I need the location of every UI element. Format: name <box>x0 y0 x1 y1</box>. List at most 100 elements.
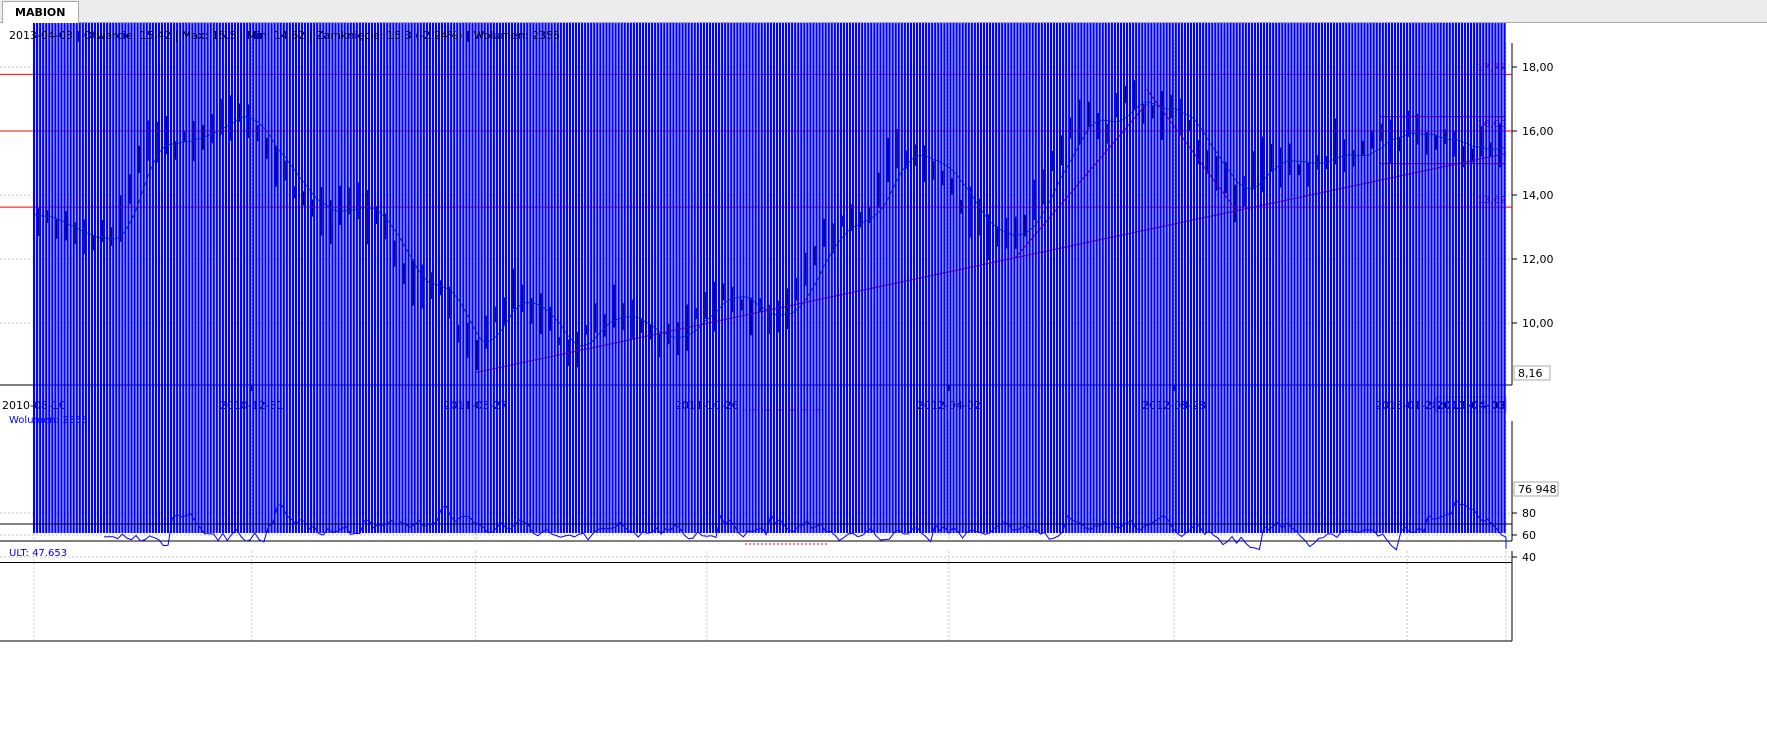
volume-bar <box>1387 23 1390 533</box>
volume-bar <box>1445 23 1448 533</box>
volume-bar <box>620 23 623 534</box>
volume-bar <box>243 23 246 533</box>
volume-bar <box>617 23 620 533</box>
volume-bar <box>319 23 322 533</box>
volume-bar <box>380 23 383 533</box>
volume-bar <box>1046 23 1050 533</box>
volume-bar <box>212 23 215 533</box>
volume-bar <box>605 23 608 533</box>
volume-bar <box>1427 23 1430 533</box>
volume-bar <box>788 23 791 533</box>
volume-bar <box>867 23 870 533</box>
volume-bar <box>949 23 952 533</box>
volume-bar <box>316 23 319 533</box>
volume-bar <box>1384 23 1387 533</box>
volume-bar <box>285 23 288 533</box>
volume-bar <box>1065 23 1068 533</box>
volume-bar <box>364 23 368 533</box>
volume-bar <box>1375 23 1378 533</box>
volume-bar <box>705 23 709 533</box>
volume-bar <box>440 23 444 534</box>
volume-bar <box>638 23 642 533</box>
volume-bar <box>310 23 313 533</box>
volume-bar <box>590 23 593 533</box>
volume-bar <box>179 23 182 533</box>
volume-bar <box>1293 23 1296 533</box>
volume-bar <box>781 23 785 533</box>
volume-bar <box>273 23 276 534</box>
volume-current-box <box>1513 481 1559 497</box>
volume-bar <box>690 23 693 533</box>
volume-bar <box>1345 23 1348 533</box>
volume-bar <box>1296 23 1299 533</box>
volume-bar <box>1314 23 1317 533</box>
volume-bar <box>1214 23 1217 533</box>
volume-bar <box>1366 23 1369 533</box>
volume-bar <box>1104 23 1107 533</box>
volume-bar <box>1208 23 1211 533</box>
volume-bar <box>1281 23 1284 533</box>
volume-bar <box>909 23 913 533</box>
volume-bar <box>279 23 282 533</box>
volume-bar <box>139 23 142 533</box>
volume-bar <box>1329 23 1333 533</box>
volume-bar <box>724 23 727 533</box>
volume-bar <box>54 23 57 533</box>
volume-bar <box>300 23 304 533</box>
volume-bar <box>906 23 909 533</box>
volume-bar <box>925 23 928 533</box>
volume-bar <box>985 23 989 533</box>
volume-bar <box>1107 23 1110 533</box>
volume-bar <box>1138 23 1141 534</box>
volume-bar <box>1058 23 1062 533</box>
volume-bar <box>1071 23 1074 533</box>
volume-bar <box>769 23 772 533</box>
volume-bar <box>1217 23 1220 533</box>
volume-bar <box>1095 23 1098 533</box>
volume-bar <box>1485 23 1488 533</box>
volume-bar <box>1068 23 1071 533</box>
volume-bar <box>979 23 983 533</box>
volume-bar <box>812 23 815 533</box>
volume-bar <box>559 23 562 533</box>
volume-bar <box>976 23 979 533</box>
volume-bar <box>550 23 553 533</box>
volume-bar <box>45 23 48 533</box>
volume-bar <box>355 23 358 533</box>
volume-bar <box>751 23 754 533</box>
volume-bar <box>599 23 602 533</box>
volume-bar <box>961 23 964 533</box>
volume-bar <box>209 23 212 533</box>
volume-bar <box>687 23 690 533</box>
volume-bar <box>246 23 249 533</box>
volume-bar <box>1247 23 1250 533</box>
volume-bar <box>675 23 678 533</box>
volume-bar <box>252 23 255 533</box>
ult-y-tick-label: 60 <box>1522 529 1536 542</box>
volume-bar <box>1089 23 1092 533</box>
volume-bar <box>861 23 864 533</box>
volume-bar <box>696 23 699 533</box>
volume-bar <box>632 23 635 533</box>
volume-bar <box>1129 23 1132 534</box>
volume-bar <box>851 23 855 533</box>
volume-bar <box>897 23 900 533</box>
volume-bar <box>903 23 906 533</box>
volume-bar <box>1488 23 1491 534</box>
volume-bar <box>727 23 730 533</box>
volume-bar <box>1116 23 1120 533</box>
volume-bar <box>307 23 310 533</box>
volume-bar <box>163 23 167 533</box>
volume-bar <box>118 23 121 533</box>
volume-bar <box>1049 23 1053 533</box>
volume-bar <box>36 23 39 533</box>
volume-bar <box>973 23 976 533</box>
tab-mabion[interactable]: MABION <box>2 1 79 23</box>
info-line: 2013-04-03 | Otwarcie: 15.42 | Max: 15.5… <box>9 29 560 42</box>
volume-bar <box>489 23 492 533</box>
volume-bar <box>498 23 502 533</box>
volume-bar <box>112 23 115 533</box>
volume-bar <box>657 23 660 533</box>
volume-bar <box>538 23 541 533</box>
volume-bar <box>1396 23 1400 533</box>
